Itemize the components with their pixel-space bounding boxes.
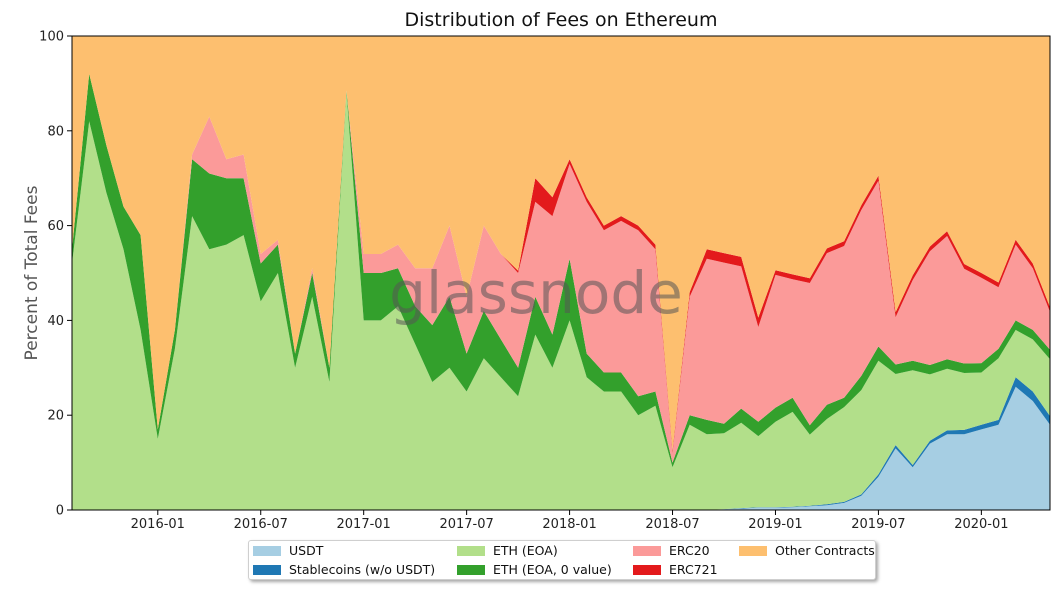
area-erc20 xyxy=(72,73,1050,463)
legend: USDT Stablecoins (w/o USDT) ETH (EOA) ETH (… xyxy=(248,540,876,580)
legend-swatch xyxy=(253,546,281,556)
legend-swatch xyxy=(457,546,485,556)
x-tick-label: 2019-07 xyxy=(851,517,905,532)
area-usdt xyxy=(72,386,1050,510)
legend-label: ETH (EOA, 0 value) xyxy=(493,562,612,577)
area-series-group xyxy=(72,36,1050,511)
x-tick-label: 2020-01 xyxy=(954,517,1008,532)
x-tick-label: 2017-07 xyxy=(439,517,493,532)
area-eth-eoa-0-value xyxy=(72,73,1050,468)
legend-swatch xyxy=(457,565,485,575)
watermark: glassnode xyxy=(389,259,683,327)
legend-swatch xyxy=(633,546,661,556)
x-tick-label: 2019-01 xyxy=(748,517,802,532)
x-tick-label: 2016-07 xyxy=(234,517,288,532)
axes-group: 0 20 40 60 80 100 2016-01 2016-07 2017-01 2017-07… xyxy=(39,30,1051,532)
legend-label: USDT xyxy=(289,543,324,558)
y-tick-label: 100 xyxy=(39,30,64,45)
y-tick-label: 80 xyxy=(47,124,64,139)
legend-item: ETH (EOA, 0 value) xyxy=(457,562,612,578)
legend-item: Other Contracts xyxy=(739,543,875,559)
chart-title: Distribution of Fees on Ethereum xyxy=(405,9,718,31)
y-axis-label: Percent of Total Fees xyxy=(22,185,42,360)
legend-label: Other Contracts xyxy=(775,543,875,558)
y-tick-label: 20 xyxy=(47,409,64,424)
legend-item: ERC721 xyxy=(633,562,718,578)
plot-frame xyxy=(71,35,1051,511)
legend-swatch xyxy=(739,546,767,556)
legend-item: USDT xyxy=(253,543,323,559)
legend-swatch xyxy=(633,565,661,575)
legend-item: Stablecoins (w/o USDT) xyxy=(253,562,435,578)
area-other-contracts xyxy=(72,36,1050,451)
legend-item: ETH (EOA) xyxy=(457,543,558,559)
legend-label: ERC20 xyxy=(669,543,710,558)
x-tick-label: 2016-01 xyxy=(131,517,185,532)
y-tick-label: 40 xyxy=(47,314,64,329)
legend-label: ERC721 xyxy=(669,562,718,577)
x-tick-label: 2018-07 xyxy=(645,517,699,532)
y-tick-label: 60 xyxy=(47,219,64,234)
legend-item: ERC20 xyxy=(633,543,710,559)
x-tick-label: 2017-01 xyxy=(337,517,391,532)
legend-label: Stablecoins (w/o USDT) xyxy=(289,562,436,577)
legend-label: ETH (EOA) xyxy=(493,543,558,558)
y-tick-label: 0 xyxy=(56,504,64,519)
area-eth-eoa xyxy=(72,92,1050,511)
x-tick-label: 2018-01 xyxy=(542,517,596,532)
legend-swatch xyxy=(253,565,281,575)
